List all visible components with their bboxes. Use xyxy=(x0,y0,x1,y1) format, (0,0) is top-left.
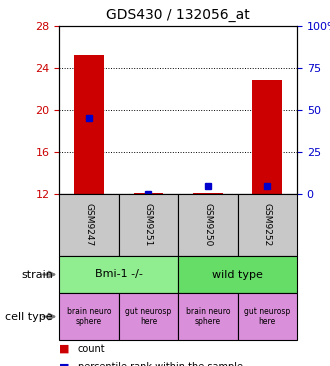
Bar xyxy=(252,80,282,194)
Bar xyxy=(59,256,178,293)
Bar xyxy=(59,293,119,340)
Text: wild type: wild type xyxy=(212,269,263,280)
Text: ■: ■ xyxy=(59,344,70,354)
Bar xyxy=(238,293,297,340)
Bar xyxy=(74,55,104,194)
Bar xyxy=(193,193,223,194)
Text: cell type: cell type xyxy=(5,311,53,322)
Text: count: count xyxy=(78,344,105,354)
Text: brain neuro
sphere: brain neuro sphere xyxy=(186,307,230,326)
Text: gut neurosp
here: gut neurosp here xyxy=(244,307,290,326)
Text: ■: ■ xyxy=(59,362,70,366)
Bar xyxy=(178,194,238,256)
Bar xyxy=(238,194,297,256)
Bar xyxy=(178,256,297,293)
Text: Bmi-1 -/-: Bmi-1 -/- xyxy=(95,269,143,280)
Bar xyxy=(119,293,178,340)
Text: GSM9247: GSM9247 xyxy=(84,203,94,247)
Text: GSM9250: GSM9250 xyxy=(203,203,213,247)
Bar xyxy=(59,194,119,256)
Title: GDS430 / 132056_at: GDS430 / 132056_at xyxy=(106,8,250,22)
Text: strain: strain xyxy=(21,269,53,280)
Bar xyxy=(178,293,238,340)
Text: gut neurosp
here: gut neurosp here xyxy=(125,307,172,326)
Text: percentile rank within the sample: percentile rank within the sample xyxy=(78,362,243,366)
Text: brain neuro
sphere: brain neuro sphere xyxy=(67,307,111,326)
Text: GSM9251: GSM9251 xyxy=(144,203,153,247)
Text: GSM9252: GSM9252 xyxy=(263,203,272,247)
Bar xyxy=(119,194,178,256)
